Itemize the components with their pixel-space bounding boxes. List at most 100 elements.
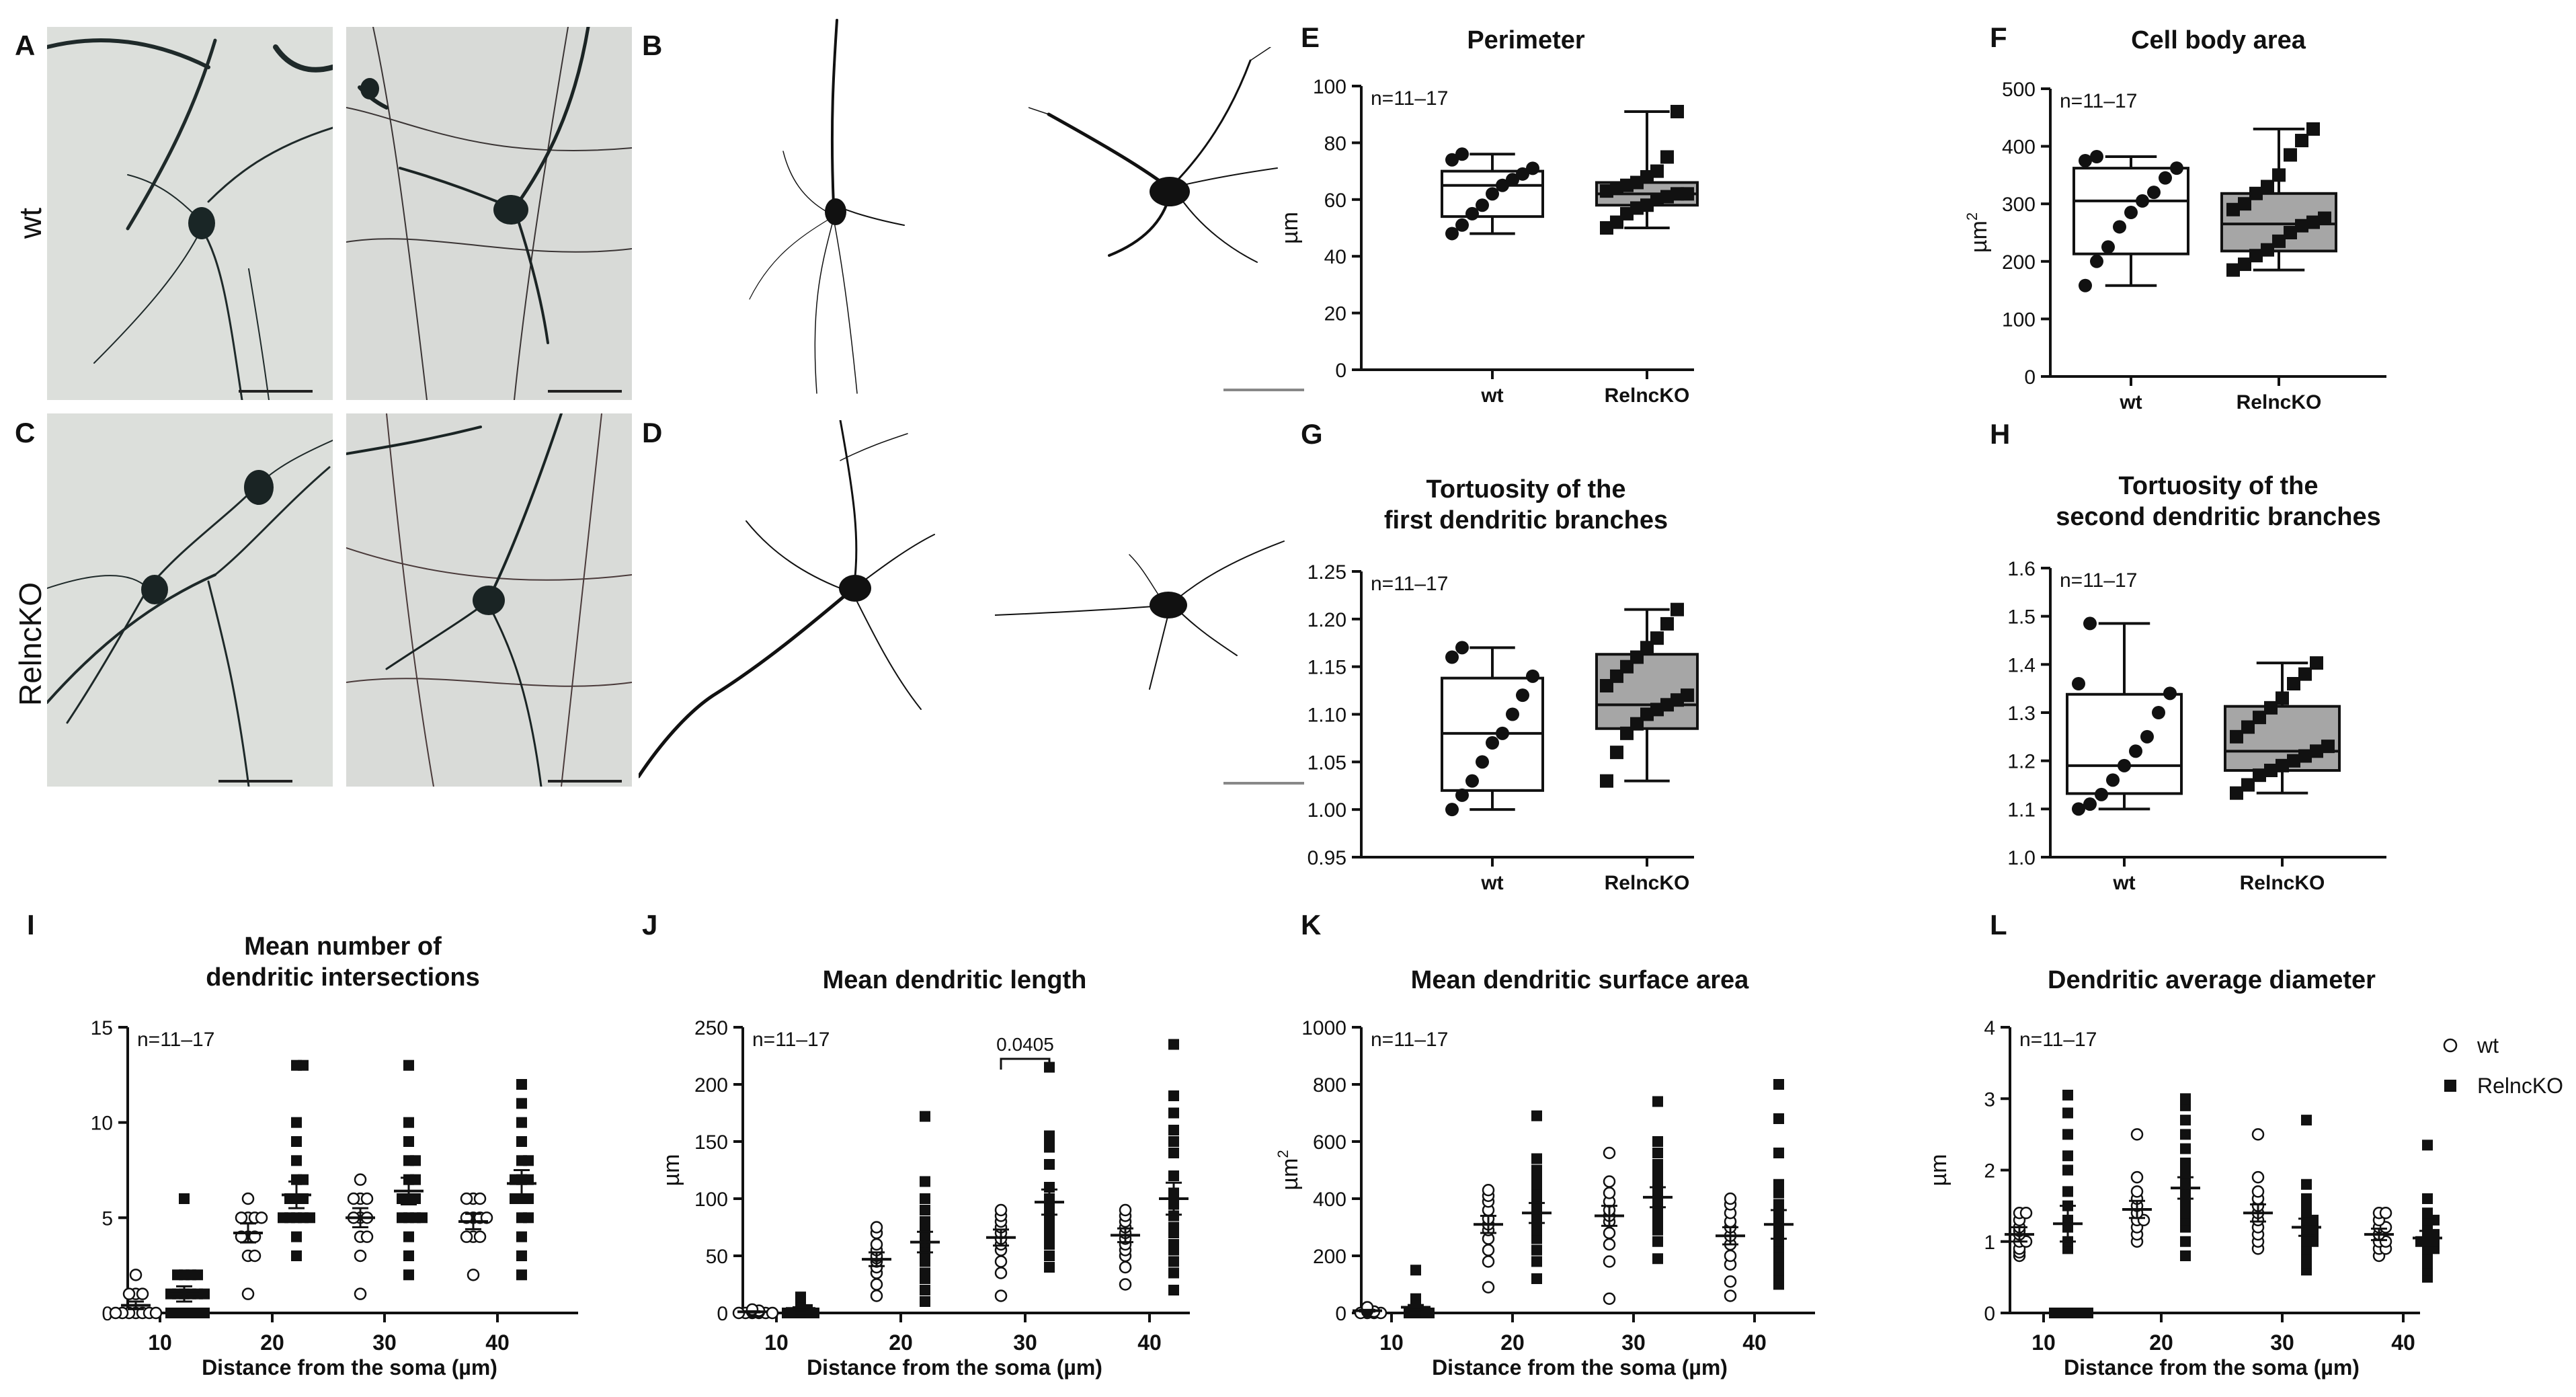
chart-title: first dendritic branches: [1384, 506, 1668, 534]
tracing-relncko-1: [639, 420, 941, 783]
data-point: [291, 1155, 302, 1166]
data-point: [2129, 744, 2142, 758]
data-point: [2019, 1207, 2033, 1220]
data-point: [2261, 243, 2274, 257]
data-point: [149, 1306, 163, 1320]
y-tick-label: 1000: [1301, 1017, 1346, 1039]
data-point: [1603, 1175, 1616, 1188]
data-point: [1482, 1255, 1495, 1268]
legend-item-wt: wt: [2443, 1033, 2499, 1057]
data-point: [417, 1212, 428, 1224]
data-point: [2130, 1185, 2144, 1198]
panel-label-f: F: [1990, 22, 2007, 53]
data-point: [2306, 122, 2320, 136]
data-point: [460, 1230, 473, 1243]
data-point: [255, 1211, 268, 1224]
chart-title: Perimeter: [1467, 26, 1585, 54]
data-point: [241, 1192, 255, 1205]
data-point: [920, 1111, 930, 1122]
data-point: [516, 1117, 527, 1128]
data-point: [291, 1117, 302, 1128]
data-point: [2238, 197, 2251, 211]
legend-item-relncko: RelncKO: [2444, 1074, 2563, 1098]
data-point: [122, 1287, 136, 1300]
panel-label-b: B: [642, 30, 663, 61]
y-tick-label: 250: [694, 1017, 728, 1039]
y-axis-label: µm2: [1275, 1150, 1303, 1190]
data-point: [2301, 1179, 2312, 1190]
data-point: [1506, 173, 1519, 187]
x-tick-label: 20: [260, 1330, 284, 1355]
data-point: [2253, 711, 2266, 725]
y-tick-label: 800: [1313, 1074, 1346, 1096]
data-point: [1671, 104, 1684, 118]
data-point: [1455, 218, 1469, 232]
data-point: [1168, 1267, 1179, 1279]
chart-title: second dendritic branches: [2056, 503, 2381, 531]
data-point: [994, 1203, 1008, 1217]
data-point: [2230, 786, 2243, 800]
y-tick-label: 10: [91, 1113, 113, 1135]
data-point: [2318, 211, 2331, 225]
data-point: [1531, 1153, 1542, 1164]
y-axis-label-superscript: 2: [1964, 212, 1980, 221]
data-point: [410, 1193, 421, 1204]
data-point: [2251, 1128, 2265, 1141]
data-point: [2180, 1129, 2191, 1140]
data-point: [1168, 1136, 1179, 1147]
chart-panel-e: E Perimeter 0 20 40 60 80 100 wt RelncKO µm n=11–17: [1277, 22, 1699, 407]
data-point: [2264, 764, 2278, 777]
data-point: [397, 1193, 407, 1204]
data-point: [2083, 797, 2097, 811]
data-point: [994, 1289, 1008, 1302]
y-tick-label: 600: [1313, 1131, 1346, 1154]
data-point: [192, 1269, 203, 1281]
data-point: [1168, 1148, 1179, 1158]
y-tick-label: 15: [91, 1017, 113, 1039]
y-tick-label: 1.1: [2007, 799, 2036, 821]
chart-title: Tortuosity of the: [1426, 475, 1626, 504]
data-point: [1652, 1096, 1663, 1107]
data-point: [920, 1193, 930, 1204]
data-point: [1465, 774, 1479, 788]
data-point: [291, 1250, 302, 1261]
data-point: [2422, 1140, 2433, 1151]
y-tick-label: 0: [1335, 360, 1346, 382]
data-point: [1168, 1039, 1179, 1050]
data-point: [1660, 150, 1674, 164]
data-point: [2083, 616, 2097, 631]
data-point: [1496, 178, 1509, 192]
data-point: [782, 1308, 793, 1318]
x-tick-label: 30: [2270, 1330, 2294, 1355]
legend-label: wt: [2477, 1033, 2499, 1057]
data-point: [1516, 167, 1529, 181]
chart-panel-f: F Cell body area 0 100 200 300 400 500 wt RelncKO…: [1964, 22, 2386, 413]
data-point: [1724, 1275, 1737, 1288]
chart-panel-k: K Mean dendritic surface area 0 200 400 600 80…: [1275, 909, 1815, 1380]
x-tick-label: RelncKO: [1605, 385, 1690, 407]
x-axis-label: Distance from the soma (µm): [202, 1355, 497, 1380]
data-point: [1482, 1184, 1495, 1197]
data-point: [510, 1193, 520, 1204]
data-point: [1044, 1250, 1055, 1261]
panel-label-k: K: [1301, 909, 1321, 941]
data-point: [241, 1287, 255, 1300]
data-point: [2310, 744, 2323, 758]
data-point: [199, 1288, 210, 1300]
data-point: [2062, 1129, 2073, 1140]
data-point: [1603, 1226, 1616, 1240]
data-point: [2113, 220, 2126, 234]
x-tick-label: RelncKO: [1605, 872, 1690, 894]
panel-label-l: L: [1990, 909, 2007, 941]
y-tick-label: 1.00: [1307, 799, 1346, 822]
data-point: [1482, 1244, 1495, 1256]
x-axis-label: Distance from the soma (µm): [1432, 1355, 1728, 1380]
data-point: [2072, 677, 2085, 690]
tracing-wt-2: [1029, 47, 1297, 269]
data-point: [994, 1255, 1008, 1268]
data-point: [2249, 186, 2263, 200]
y-tick-label: 60: [1324, 190, 1346, 212]
data-point: [2083, 1308, 2093, 1318]
data-point: [2443, 1038, 2458, 1053]
